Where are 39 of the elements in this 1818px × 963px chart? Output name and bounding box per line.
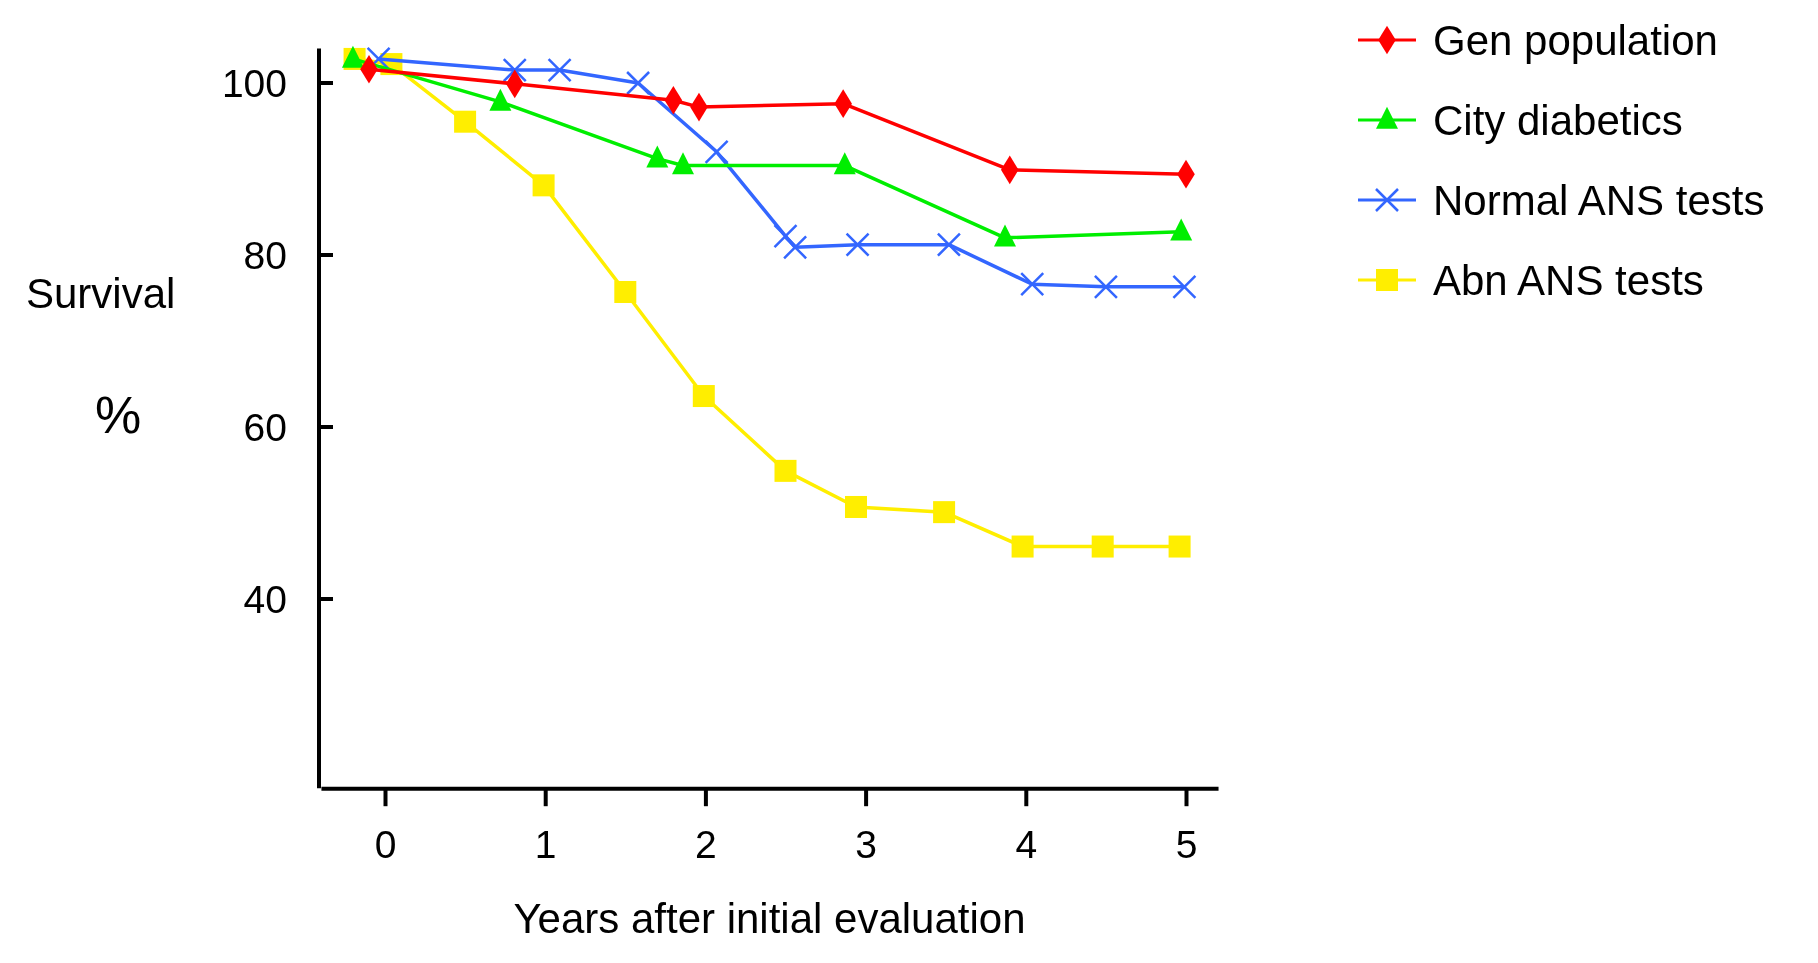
point <box>844 495 867 518</box>
point <box>1093 274 1119 300</box>
y-tick-label: 80 <box>243 233 287 277</box>
point <box>833 152 856 175</box>
point <box>1011 535 1034 558</box>
point <box>692 385 715 408</box>
x-tick-label: 5 <box>1175 822 1198 866</box>
point <box>1168 535 1191 558</box>
text: Survival % <box>26 270 176 444</box>
x-tick-label: 0 <box>374 822 397 866</box>
point <box>1091 535 1114 558</box>
legend-label: Abn ANS tests <box>1433 256 1704 304</box>
point <box>1019 271 1045 297</box>
point <box>845 232 870 257</box>
legend-label: Gen population <box>1433 16 1718 64</box>
point <box>646 145 669 168</box>
point <box>704 139 729 165</box>
x-tick-label: 1 <box>534 822 557 866</box>
y-tick-label: 60 <box>243 405 287 449</box>
point <box>454 110 477 133</box>
point <box>1172 274 1197 300</box>
point <box>532 174 555 197</box>
y-tick-label: 40 <box>243 577 287 621</box>
point <box>936 232 962 257</box>
point <box>625 70 651 96</box>
point <box>774 459 797 482</box>
x-tick-label: 3 <box>855 822 877 866</box>
x-tick-label: 2 <box>695 822 717 866</box>
x-tick-label: 4 <box>1015 822 1038 866</box>
y-tick-label: 100 <box>221 61 287 105</box>
point <box>773 223 798 249</box>
point <box>671 152 694 175</box>
point <box>782 235 808 260</box>
point <box>614 280 637 303</box>
point <box>933 501 956 524</box>
legend-label: Normal ANS tests <box>1433 176 1765 224</box>
x-axis-title: Years after initial evaluation <box>513 895 1026 942</box>
legend-label: City diabetics <box>1433 96 1683 144</box>
point <box>547 57 572 83</box>
